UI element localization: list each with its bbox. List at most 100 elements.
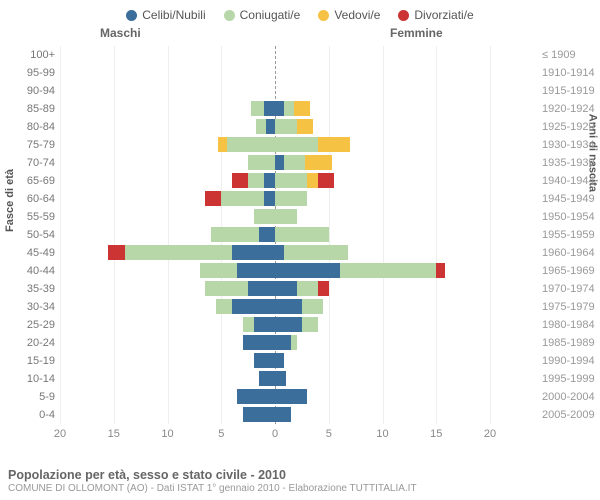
legend-item: Vedovi/e: [318, 8, 380, 22]
bar-segment-male: [205, 281, 248, 296]
bar-segment-male: [248, 173, 264, 188]
pyramid-row: [60, 46, 490, 64]
pyramid-row: [60, 226, 490, 244]
bar-segment-male: [243, 407, 275, 422]
bar-segment-female: [275, 317, 302, 332]
bar-segment-male: [237, 389, 275, 404]
bar-segment-female: [318, 137, 350, 152]
bar-segment-female: [318, 173, 334, 188]
birth-label: 1935-1939: [540, 154, 600, 172]
chart-source: COMUNE DI OLLOMONT (AO) - Dati ISTAT 1° …: [8, 483, 417, 494]
bar-segment-male: [200, 263, 238, 278]
bar-segment-male: [125, 245, 233, 260]
bar-segment-female: [275, 191, 307, 206]
pyramid-row: [60, 190, 490, 208]
bar-segment-female: [275, 245, 284, 260]
bar-segment-male: [232, 299, 275, 314]
legend-item: Celibi/Nubili: [126, 8, 205, 22]
x-tick-label: 15: [430, 428, 442, 440]
bar-segment-male: [211, 227, 259, 242]
x-axis: 201510505101520: [60, 428, 490, 444]
age-label: 80-84: [0, 118, 59, 136]
bar-segment-female: [302, 317, 318, 332]
bar-segment-female: [275, 155, 284, 170]
pyramid-chart-container: Celibi/NubiliConiugati/eVedovi/eDivorzia…: [0, 0, 600, 500]
age-label: 50-54: [0, 226, 59, 244]
x-tick-label: 5: [218, 428, 224, 440]
legend-label: Divorziati/e: [414, 8, 473, 22]
birth-label: 1975-1979: [540, 298, 600, 316]
age-label: 45-49: [0, 244, 59, 262]
bar-segment-female: [275, 353, 284, 368]
birth-label: 1915-1919: [540, 82, 600, 100]
legend-label: Vedovi/e: [334, 8, 380, 22]
age-labels: 100+95-9990-9485-8980-8475-7970-7465-696…: [0, 46, 55, 424]
bar-segment-male: [264, 173, 275, 188]
age-label: 65-69: [0, 172, 59, 190]
age-label: 10-14: [0, 370, 59, 388]
header-male: Maschi: [100, 26, 141, 40]
birth-label: 1970-1974: [540, 280, 600, 298]
x-tick-label: 0: [272, 428, 278, 440]
gender-headers: Maschi Femmine: [0, 26, 600, 42]
bar-segment-female: [302, 299, 324, 314]
x-tick-label: 20: [54, 428, 66, 440]
birth-label: 1925-1929: [540, 118, 600, 136]
bar-segment-female: [275, 281, 297, 296]
birth-labels: ≤ 19091910-19141915-19191920-19241925-19…: [540, 46, 600, 424]
age-label: 25-29: [0, 316, 59, 334]
x-tick-label: 15: [108, 428, 120, 440]
bar-segment-male: [243, 335, 275, 350]
bar-segment-female: [297, 119, 313, 134]
age-label: 55-59: [0, 208, 59, 226]
pyramid-row: [60, 100, 490, 118]
age-label: 90-94: [0, 82, 59, 100]
chart-area: Fasce di età Anni di nascita 100+95-9990…: [0, 42, 600, 442]
bar-segment-male: [259, 371, 275, 386]
birth-label: 1940-1944: [540, 172, 600, 190]
bar-segment-male: [254, 209, 276, 224]
bar-segment-male: [251, 101, 264, 116]
pyramid-row: [60, 334, 490, 352]
x-tick-label: 10: [376, 428, 388, 440]
age-label: 20-24: [0, 334, 59, 352]
birth-label: 2005-2009: [540, 406, 600, 424]
bar-segment-female: [275, 263, 340, 278]
bar-segment-female: [307, 173, 318, 188]
x-tick-label: 5: [326, 428, 332, 440]
bar-segment-male: [221, 191, 264, 206]
age-label: 0-4: [0, 406, 59, 424]
age-label: 85-89: [0, 100, 59, 118]
bar-segment-female: [275, 173, 307, 188]
bar-segment-female: [275, 299, 302, 314]
birth-label: 1995-1999: [540, 370, 600, 388]
pyramid-row: [60, 154, 490, 172]
bar-segment-male: [259, 227, 275, 242]
age-label: 60-64: [0, 190, 59, 208]
bar-segment-female: [340, 263, 437, 278]
pyramid-row: [60, 244, 490, 262]
age-label: 15-19: [0, 352, 59, 370]
plot-area: [60, 46, 490, 424]
bar-segment-female: [305, 155, 332, 170]
header-female: Femmine: [390, 26, 443, 40]
bar-segment-female: [275, 137, 318, 152]
chart-title: Popolazione per età, sesso e stato civil…: [8, 468, 417, 482]
birth-label: 1910-1914: [540, 64, 600, 82]
pyramid-row: [60, 406, 490, 424]
bar-segment-male: [243, 317, 254, 332]
age-label: 100+: [0, 46, 59, 64]
age-label: 95-99: [0, 64, 59, 82]
pyramid-row: [60, 82, 490, 100]
birth-label: 1985-1989: [540, 334, 600, 352]
pyramid-row: [60, 208, 490, 226]
pyramid-row: [60, 262, 490, 280]
bar-segment-male: [254, 317, 276, 332]
bar-segment-male: [232, 173, 248, 188]
bar-segment-male: [256, 119, 267, 134]
bar-segment-female: [291, 335, 296, 350]
bar-segment-female: [275, 335, 291, 350]
bar-segment-female: [318, 281, 329, 296]
gridline: [490, 46, 491, 424]
age-label: 5-9: [0, 388, 59, 406]
